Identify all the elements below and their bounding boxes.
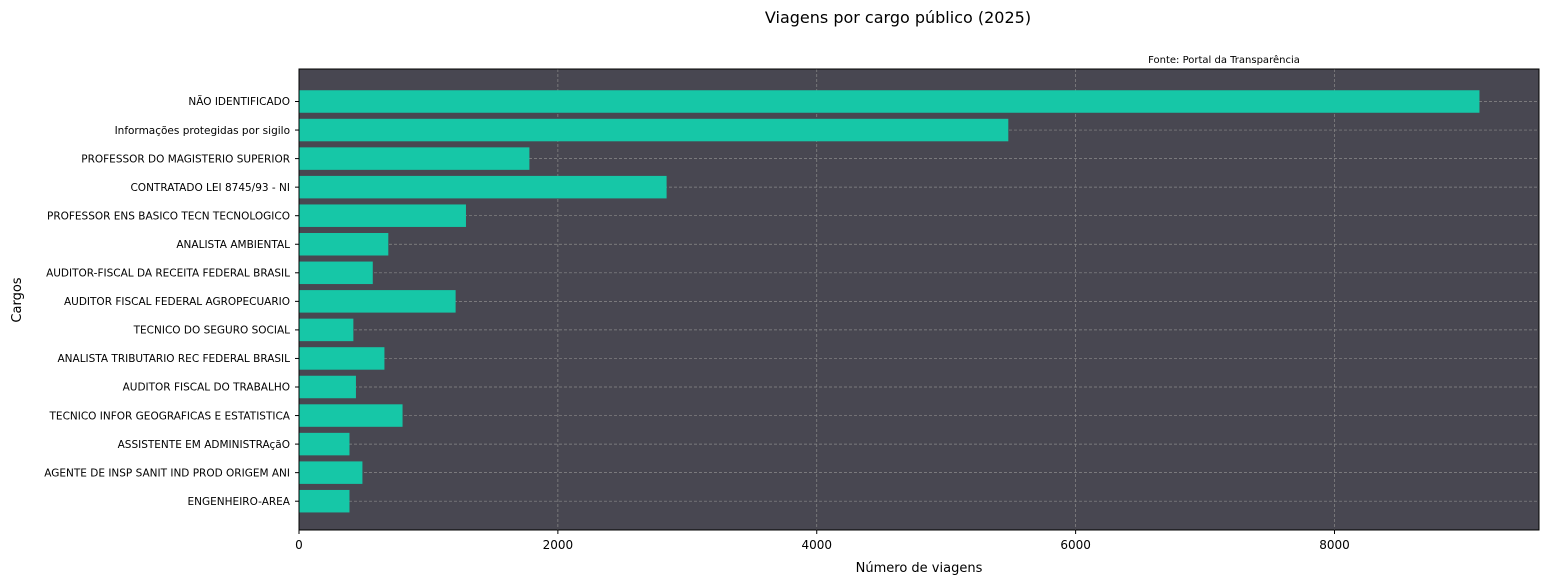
x-tick-label: 4000 xyxy=(801,538,832,552)
y-tick-label: CONTRATADO LEI 8745/93 - NI xyxy=(130,182,290,194)
bar xyxy=(299,118,1009,142)
bar xyxy=(299,432,350,456)
y-tick-label: NÃO IDENTIFICADO xyxy=(188,95,290,108)
plot-area xyxy=(299,69,1539,530)
bar xyxy=(299,147,530,170)
bar xyxy=(299,261,373,285)
y-tick-label: ENGENHEIRO-AREA xyxy=(188,496,291,508)
bar xyxy=(299,375,356,399)
x-tick-label: 2000 xyxy=(543,538,574,552)
y-tick-label: AGENTE DE INSP SANIT IND PROD ORIGEM ANI xyxy=(44,467,290,479)
y-tick-label: AUDITOR-FISCAL DA RECEITA FEDERAL BRASIL xyxy=(46,268,290,280)
y-tick-label: AUDITOR FISCAL DO TRABALHO xyxy=(123,382,290,394)
bar xyxy=(299,347,385,370)
x-axis-label: Número de viagens xyxy=(856,561,983,576)
bar xyxy=(299,318,354,342)
y-tick-label: AUDITOR FISCAL FEDERAL AGROPECUARIO xyxy=(64,296,290,308)
bar xyxy=(299,489,350,513)
y-tick-label: TECNICO INFOR GEOGRAFICAS E ESTATISTICA xyxy=(49,410,291,422)
x-tick-label: 8000 xyxy=(1319,538,1350,552)
bar xyxy=(299,204,466,227)
x-tick-label: 6000 xyxy=(1060,538,1091,552)
bar xyxy=(299,290,456,313)
bars xyxy=(299,90,1480,513)
chart-title: Viagens por cargo público (2025) xyxy=(765,8,1031,27)
bar xyxy=(299,233,389,256)
y-axis-ticks: NÃO IDENTIFICADO Informações protegidas p… xyxy=(44,95,299,508)
y-tick-label: ANALISTA TRIBUTARIO REC FEDERAL BRASIL xyxy=(57,353,290,365)
grid-lines xyxy=(298,69,1539,530)
bar xyxy=(299,175,667,199)
plot-frame xyxy=(298,68,1540,531)
y-tick-label: ANALISTA AMBIENTAL xyxy=(176,239,290,251)
bar xyxy=(299,404,403,427)
chart-source-note: Fonte: Portal da Transparência xyxy=(1148,54,1300,66)
y-axis-label: Cargos xyxy=(10,277,25,322)
bar xyxy=(299,461,363,484)
y-tick-label: PROFESSOR ENS BASICO TECN TECNOLOGICO xyxy=(47,210,290,222)
x-tick-label: 0 xyxy=(295,538,303,552)
y-tick-label: PROFESSOR DO MAGISTERIO SUPERIOR xyxy=(81,153,290,165)
x-axis-ticks: 0 2000 4000 6000 8000 xyxy=(295,530,1350,552)
y-tick-label: Informações protegidas por sigilo xyxy=(115,125,290,137)
y-tick-label: TECNICO DO SEGURO SOCIAL xyxy=(133,325,291,337)
bar xyxy=(299,90,1480,113)
y-tick-label: ASSISTENTE EM ADMINISTRAçãO xyxy=(118,439,290,451)
